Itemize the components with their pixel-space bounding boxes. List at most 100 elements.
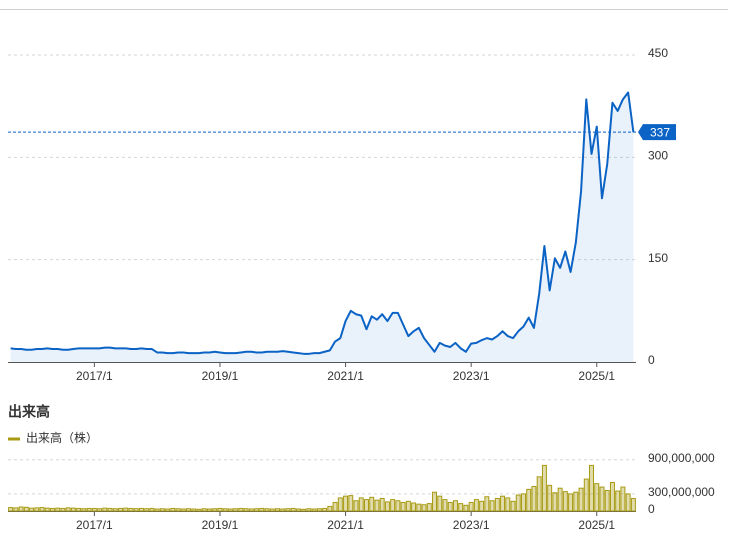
volume-bar: [301, 508, 307, 512]
volume-bar: [154, 508, 160, 512]
volume-bar: [568, 493, 574, 512]
volume-bar: [128, 507, 134, 512]
volume-bar: [536, 476, 542, 512]
volume-bar: [395, 500, 401, 512]
volume-bar: [138, 507, 144, 512]
x-tick-label: 2021/1: [327, 518, 364, 532]
volume-bar: [411, 502, 417, 512]
volume-bar: [332, 501, 338, 512]
volume-bar: [526, 488, 532, 512]
volume-bar: [583, 478, 589, 512]
volume-bar: [405, 500, 411, 512]
volume-bar: [290, 507, 296, 512]
volume-bar: [264, 508, 270, 512]
volume-bar: [327, 505, 333, 512]
volume-bar: [170, 507, 176, 512]
volume-bar: [604, 489, 610, 512]
volume-title: 出来高: [8, 404, 50, 420]
volume-bar: [369, 496, 375, 512]
volume-bar: [212, 508, 218, 512]
volume-bar: [285, 508, 291, 512]
volume-bar: [180, 508, 186, 512]
volume-bar: [295, 508, 301, 512]
volume-bar: [49, 507, 55, 512]
volume-bar: [562, 491, 568, 512]
volume-bar: [531, 485, 537, 512]
volume-bar: [227, 508, 233, 512]
volume-bar: [484, 496, 490, 512]
volume-bar: [97, 508, 103, 512]
volume-bar: [123, 507, 129, 512]
volume-bar: [44, 507, 50, 512]
volume-bar: [311, 508, 317, 512]
volume-bar: [133, 508, 139, 512]
y-tick-label: 300: [648, 149, 668, 163]
volume-bar: [23, 506, 29, 512]
x-tick-label: 2025/1: [578, 518, 615, 532]
volume-bar: [442, 499, 448, 512]
volume-bar: [76, 507, 82, 512]
volume-bar: [541, 464, 547, 512]
volume-bar: [322, 507, 328, 512]
volume-bar: [191, 508, 197, 512]
volume-bar: [594, 483, 600, 512]
volume-bar: [463, 504, 469, 512]
volume-bar: [306, 508, 312, 512]
volume-bar: [118, 507, 124, 512]
volume-bar: [573, 491, 579, 512]
volume-bar: [86, 507, 92, 512]
volume-bar: [55, 507, 61, 512]
volume-bar: [625, 493, 631, 512]
price-line: [10, 91, 635, 355]
volume-bar: [500, 495, 506, 512]
volume-bar: [280, 508, 286, 512]
y-tick-label: 0: [648, 502, 655, 516]
volume-bar: [233, 508, 239, 512]
volume-bar: [452, 500, 458, 512]
volume-bar: [489, 500, 495, 512]
x-tick-label: 2017/1: [76, 369, 113, 383]
volume-bar: [259, 507, 265, 512]
last-price-label: 337: [650, 125, 670, 139]
volume-bar: [547, 484, 553, 512]
volume-bar: [458, 503, 464, 512]
x-tick-label: 2021/1: [327, 369, 364, 383]
volume-bar: [615, 490, 621, 512]
x-tick-label: 2023/1: [453, 369, 490, 383]
y-tick-label: 150: [648, 251, 668, 265]
volume-bar: [65, 507, 71, 512]
volume-bar: [379, 497, 385, 512]
volume-bar: [557, 487, 563, 512]
volume-bar: [269, 508, 275, 512]
volume-bar: [149, 507, 155, 512]
volume-bar: [159, 508, 165, 512]
volume-bar: [144, 508, 150, 512]
y-tick-label: 0: [648, 353, 655, 367]
volume-bar: [222, 508, 228, 512]
volume-bar: [609, 482, 615, 512]
volume-bar: [196, 508, 202, 512]
area-fill: [10, 92, 634, 363]
x-tick-label: 2019/1: [202, 518, 239, 532]
x-tick-label: 2019/1: [202, 369, 239, 383]
volume-bar: [337, 497, 343, 512]
volume-bar: [630, 497, 636, 512]
volume-bar: [589, 464, 595, 512]
volume-bar: [316, 508, 322, 512]
volume-bar: [102, 507, 108, 512]
volume-bar: [343, 495, 349, 512]
volume-bar: [206, 508, 212, 512]
volume-bar: [510, 500, 516, 512]
volume-bar: [390, 499, 396, 512]
y-tick-label: 450: [648, 46, 668, 60]
volume-bar: [384, 501, 390, 512]
volume-bar: [275, 508, 281, 512]
x-tick-label: 2017/1: [76, 518, 113, 532]
volume-bar: [107, 507, 113, 512]
volume-bar: [348, 495, 354, 512]
volume-bar: [165, 508, 171, 512]
volume-bar: [358, 497, 364, 512]
volume-bar: [243, 508, 249, 512]
volume-bar: [217, 507, 223, 512]
